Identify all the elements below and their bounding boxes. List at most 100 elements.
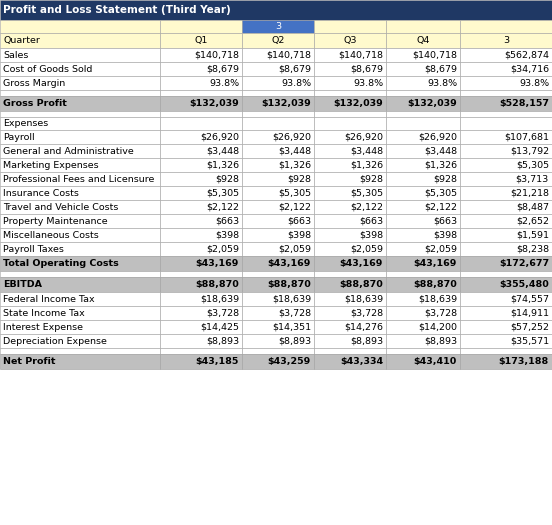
Text: $172,677: $172,677 — [499, 259, 549, 268]
Text: Property Maintenance: Property Maintenance — [3, 216, 108, 226]
Bar — [386, 242, 460, 256]
Text: General and Administrative: General and Administrative — [3, 146, 134, 155]
Bar — [160, 200, 242, 214]
Bar — [314, 76, 386, 90]
Text: $3,728: $3,728 — [206, 309, 239, 318]
Bar — [0, 117, 160, 130]
Text: $2,059: $2,059 — [424, 245, 457, 254]
Text: $173,188: $173,188 — [499, 357, 549, 366]
Bar — [314, 111, 386, 117]
Text: 93.8%: 93.8% — [281, 79, 311, 88]
Bar — [160, 186, 242, 200]
Bar — [386, 277, 460, 292]
Bar — [386, 292, 460, 306]
Bar — [242, 277, 314, 292]
Text: Payroll Taxes: Payroll Taxes — [3, 245, 64, 254]
Text: $43,169: $43,169 — [339, 259, 383, 268]
Text: $88,870: $88,870 — [339, 280, 383, 289]
Bar — [160, 354, 242, 369]
Bar — [460, 76, 552, 90]
Text: $14,911: $14,911 — [510, 309, 549, 318]
Bar — [242, 96, 314, 111]
Text: Sales: Sales — [3, 50, 28, 59]
Text: $8,679: $8,679 — [350, 65, 383, 74]
Bar — [0, 214, 160, 228]
Text: $35,571: $35,571 — [510, 337, 549, 345]
Bar — [0, 111, 160, 117]
Text: Travel and Vehicle Costs: Travel and Vehicle Costs — [3, 203, 118, 212]
Text: $88,870: $88,870 — [267, 280, 311, 289]
Text: $14,200: $14,200 — [418, 322, 457, 331]
Bar — [242, 172, 314, 186]
Text: $43,410: $43,410 — [414, 357, 457, 366]
Bar — [460, 200, 552, 214]
Bar — [0, 277, 160, 292]
Text: 93.8%: 93.8% — [427, 79, 457, 88]
Text: $5,305: $5,305 — [424, 188, 457, 197]
Bar — [314, 292, 386, 306]
Bar — [314, 320, 386, 334]
Text: $3,728: $3,728 — [424, 309, 457, 318]
Text: $663: $663 — [359, 216, 383, 226]
Bar — [0, 62, 160, 76]
Bar — [160, 334, 242, 348]
Text: 93.8%: 93.8% — [209, 79, 239, 88]
Bar — [314, 96, 386, 111]
Bar — [386, 334, 460, 348]
Text: Expenses: Expenses — [3, 119, 48, 128]
Bar — [314, 158, 386, 172]
Text: Interest Expense: Interest Expense — [3, 322, 83, 331]
Text: $1,326: $1,326 — [206, 161, 239, 170]
Text: Profit and Loss Statement (Third Year): Profit and Loss Statement (Third Year) — [3, 5, 231, 15]
Bar — [386, 214, 460, 228]
Bar — [460, 214, 552, 228]
Bar — [0, 48, 160, 62]
Bar — [386, 158, 460, 172]
Bar — [160, 306, 242, 320]
Bar — [460, 48, 552, 62]
Bar — [0, 348, 160, 354]
Text: $2,122: $2,122 — [350, 203, 383, 212]
Bar — [160, 33, 242, 48]
Text: $43,259: $43,259 — [268, 357, 311, 366]
Bar — [242, 90, 314, 96]
Text: $18,639: $18,639 — [344, 295, 383, 303]
Bar — [386, 130, 460, 144]
Text: $26,920: $26,920 — [272, 132, 311, 142]
Text: Depreciation Expense: Depreciation Expense — [3, 337, 107, 345]
Text: $398: $398 — [359, 230, 383, 239]
Text: $74,557: $74,557 — [510, 295, 549, 303]
Bar — [386, 200, 460, 214]
Bar — [460, 130, 552, 144]
Text: $2,122: $2,122 — [424, 203, 457, 212]
Text: 3: 3 — [275, 22, 281, 31]
Bar — [386, 90, 460, 96]
Bar — [386, 306, 460, 320]
Text: $2,652: $2,652 — [516, 216, 549, 226]
Bar — [160, 172, 242, 186]
Text: $140,718: $140,718 — [266, 50, 311, 59]
Bar — [386, 111, 460, 117]
Bar — [0, 228, 160, 242]
Text: $928: $928 — [359, 174, 383, 184]
Text: $5,305: $5,305 — [206, 188, 239, 197]
Text: EBITDA: EBITDA — [3, 280, 42, 289]
Bar — [0, 20, 160, 33]
Bar — [160, 130, 242, 144]
Bar — [460, 20, 552, 33]
Bar — [460, 111, 552, 117]
Bar — [314, 62, 386, 76]
Bar — [242, 158, 314, 172]
Text: $140,718: $140,718 — [194, 50, 239, 59]
Bar — [460, 33, 552, 48]
Text: $3,448: $3,448 — [278, 146, 311, 155]
Text: $2,059: $2,059 — [206, 245, 239, 254]
Text: Q2: Q2 — [272, 36, 285, 45]
Bar — [160, 96, 242, 111]
Text: $562,874: $562,874 — [504, 50, 549, 59]
Bar — [242, 228, 314, 242]
Text: $5,305: $5,305 — [350, 188, 383, 197]
Bar — [160, 48, 242, 62]
Bar — [314, 48, 386, 62]
Text: $43,169: $43,169 — [268, 259, 311, 268]
